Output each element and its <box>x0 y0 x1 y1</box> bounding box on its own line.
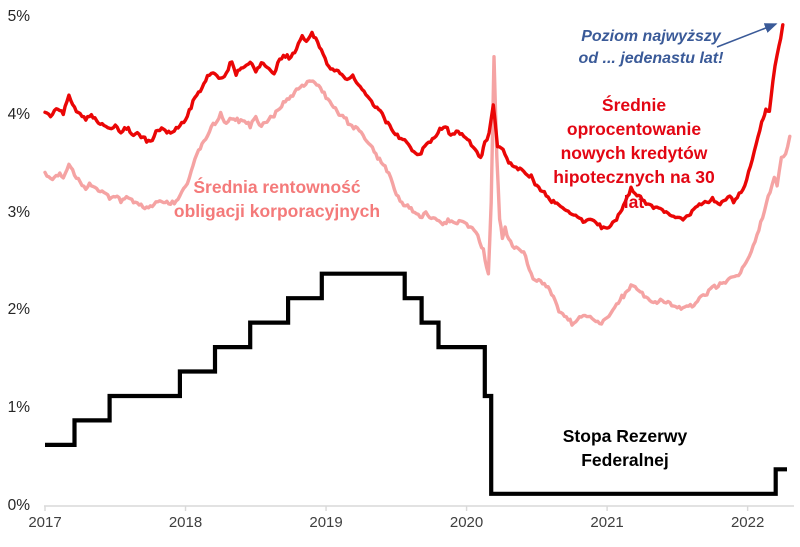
x-axis <box>44 505 794 511</box>
y-tick-label: 0% <box>7 497 30 514</box>
series-line-fed-rate <box>45 271 787 496</box>
x-tick-label: 2020 <box>449 514 484 531</box>
y-tick-label: 3% <box>7 203 30 221</box>
x-tick-label: 2022 <box>730 514 765 531</box>
y-tick-label: 4% <box>7 105 30 123</box>
series-line-corporate-bonds <box>43 55 792 327</box>
series-lines <box>43 23 792 496</box>
series-label-fed-rate: Stopa Rezerwy Federalnej <box>562 426 688 471</box>
series-label-mortgage: Średnie oprocentowanie nowych kredytów h… <box>553 95 715 212</box>
x-tick-label: 2021 <box>590 514 624 531</box>
annotation-arrow-line <box>716 23 778 48</box>
y-tick-label: 5% <box>7 8 30 25</box>
x-tick-label: 2018 <box>168 514 203 531</box>
x-tick-label: 2017 <box>28 514 62 531</box>
annotation-highest-level: Poziom najwyższy od ... jedenastu lat! <box>578 28 724 67</box>
series-label-corporate-bonds: Średnia rentowność obligacji korporacyjn… <box>173 177 381 222</box>
x-tick-label: 2019 <box>309 514 343 531</box>
y-tick-label: 2% <box>7 301 30 319</box>
annotation-arrow <box>716 23 778 48</box>
series-line-mortgage <box>43 23 785 231</box>
y-tick-label: 1% <box>7 399 30 417</box>
